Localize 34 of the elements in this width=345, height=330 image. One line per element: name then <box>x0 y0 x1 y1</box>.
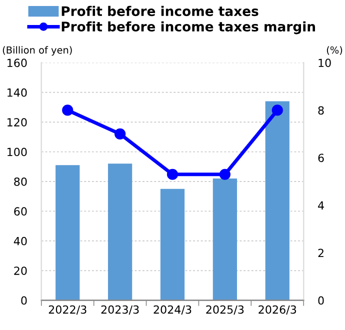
bar <box>160 188 185 300</box>
y2-axis-title: (%) <box>326 46 342 55</box>
x-tick-label: 2024/3 <box>154 305 192 315</box>
y-tick-label: 20 <box>14 266 27 275</box>
y-tick-label: 60 <box>14 207 27 216</box>
y-tick-label: 120 <box>8 118 27 126</box>
y2-tick-label: 0 <box>318 296 324 305</box>
bar <box>108 164 132 300</box>
y-tick-label: 160 <box>8 58 27 68</box>
y-tick-label: 80 <box>14 177 27 186</box>
point <box>62 104 74 116</box>
y2-tick-label: 8 <box>318 106 324 115</box>
point <box>114 128 126 140</box>
y2-tick-label: 2 <box>318 248 324 257</box>
point <box>272 104 283 116</box>
x-tick-label: 2022/3 <box>48 305 86 315</box>
y-axis-title: (Billion of yen) <box>2 46 72 56</box>
y2-tick-label: 4 <box>318 201 324 210</box>
x-tick-label: 2023/3 <box>101 305 139 315</box>
bar <box>212 178 237 300</box>
point <box>166 168 178 180</box>
y-tick-label: 0 <box>21 296 27 305</box>
x-tick-label: 2025/3 <box>206 305 244 315</box>
legend-label: Profit before income taxes <box>62 6 258 16</box>
y2-tick-label: 10 <box>318 58 331 68</box>
point <box>219 168 230 180</box>
y-tick-label: 140 <box>8 88 27 97</box>
y-tick-label: 100 <box>8 148 27 156</box>
legend-label: Profit before income taxes margin <box>62 21 315 34</box>
x-tick-label: 2026/3 <box>258 305 296 315</box>
y2-tick-label: 6 <box>318 154 324 162</box>
bar <box>56 165 80 300</box>
bar <box>265 101 290 300</box>
y-tick-label: 40 <box>14 236 27 246</box>
